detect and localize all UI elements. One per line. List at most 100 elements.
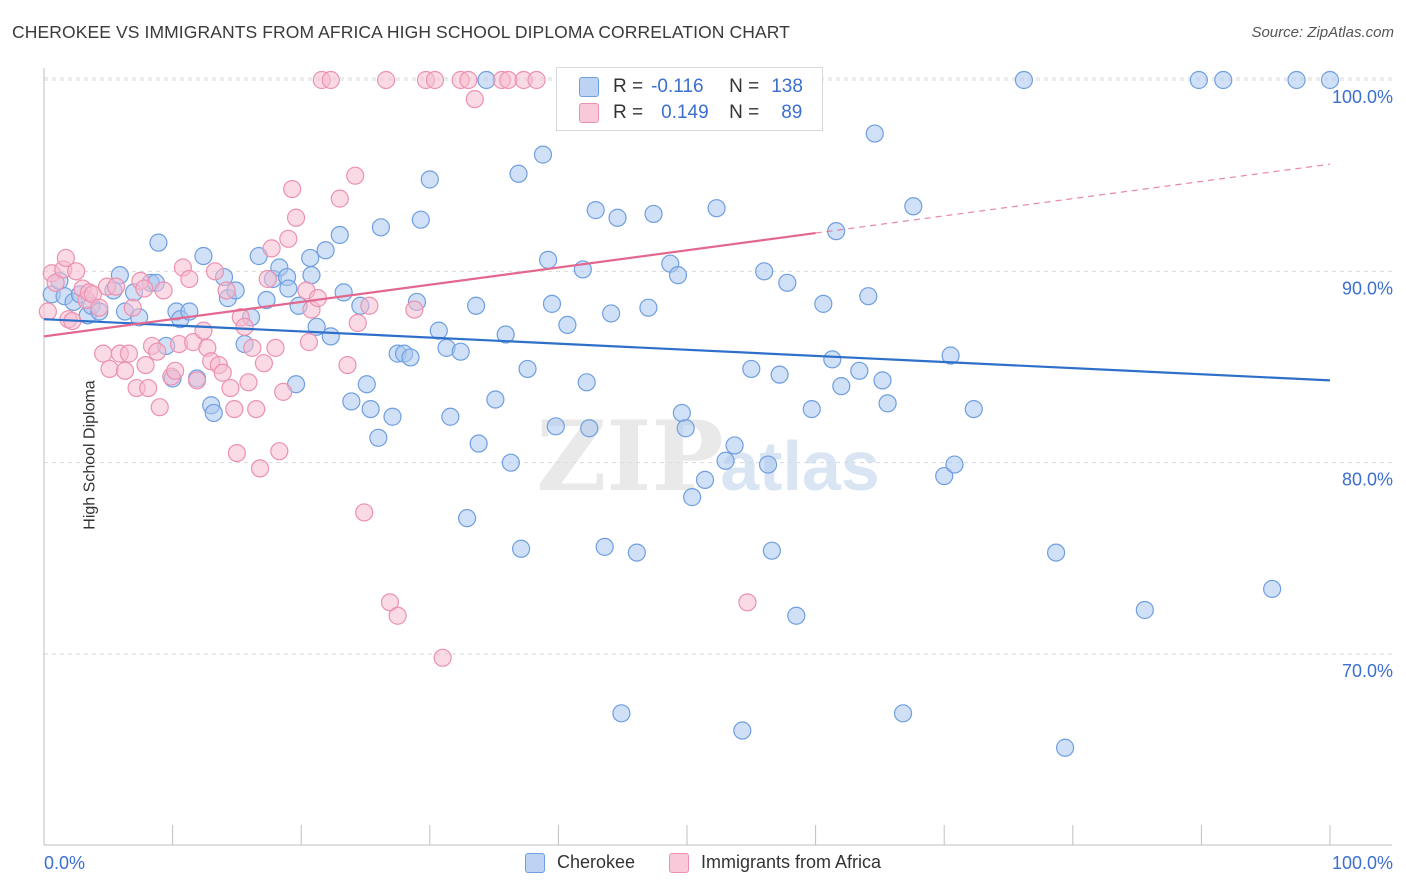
- africa-point: [90, 298, 109, 317]
- grid-lines: [44, 77, 1392, 655]
- africa-point: [330, 189, 349, 208]
- cherokee-point: [457, 509, 477, 528]
- x-tick-label: 0.0%: [44, 853, 85, 873]
- y-tick-label: 70.0%: [1342, 661, 1393, 681]
- legend-n-label: N =: [729, 76, 760, 97]
- africa-point: [321, 70, 340, 90]
- cherokee-point: [802, 399, 821, 419]
- cherokee-point: [441, 407, 460, 426]
- africa-point: [243, 338, 262, 357]
- africa-point: [150, 398, 169, 417]
- cherokee-point: [383, 407, 402, 426]
- cherokee-point: [371, 218, 391, 237]
- cherokee-point: [361, 399, 380, 419]
- africa-point: [499, 70, 518, 90]
- cherokee-point: [577, 373, 596, 392]
- cherokee-point: [512, 539, 531, 558]
- africa-point: [376, 70, 396, 90]
- chart-title: CHEROKEE VS IMMIGRANTS FROM AFRICA HIGH …: [12, 22, 790, 42]
- y-axis-label: High School Diploma: [81, 380, 99, 530]
- cherokee-point: [486, 390, 505, 409]
- africa-point: [266, 338, 285, 357]
- cherokee-point: [639, 298, 658, 317]
- cherokee-point: [357, 375, 376, 394]
- legend-swatch-pink: [669, 852, 689, 873]
- africa-point: [738, 593, 757, 612]
- cherokee-point: [301, 248, 320, 268]
- cherokee-point: [612, 704, 631, 723]
- x-tick-labels: 0.0% 100.0%: [44, 853, 1393, 873]
- cherokee-point: [334, 283, 353, 302]
- cherokee-point: [672, 403, 691, 423]
- africa-point: [154, 281, 173, 300]
- cherokee-point: [539, 250, 558, 269]
- cherokee-point: [518, 359, 537, 379]
- africa-point: [348, 313, 367, 333]
- cherokee-point: [451, 342, 470, 361]
- cherokee-point: [1214, 70, 1233, 90]
- cherokee-point: [1135, 600, 1154, 620]
- africa-point: [106, 277, 126, 296]
- legend-r-label: R =: [613, 102, 644, 123]
- cherokee-point: [1055, 738, 1075, 757]
- africa-point: [227, 444, 246, 463]
- cherokee-point: [411, 210, 430, 229]
- cherokee-point: [668, 266, 688, 285]
- africa-point: [194, 321, 213, 340]
- cherokee-point: [580, 419, 599, 438]
- source-label: Source: ZipAtlas.com: [1251, 24, 1394, 41]
- legend-label-africa: Immigrants from Africa: [701, 852, 882, 872]
- africa-point: [135, 279, 154, 298]
- africa-point: [299, 333, 319, 352]
- africa-point: [247, 399, 266, 419]
- watermark-atlas: atlas: [720, 427, 880, 505]
- cherokee-point: [469, 434, 488, 453]
- africa-point: [258, 269, 277, 289]
- cherokee-point: [1263, 579, 1282, 599]
- cherokee-point: [850, 361, 869, 380]
- series-legend: Cherokee Immigrants from Africa: [0, 852, 1406, 873]
- africa-point: [380, 593, 400, 612]
- africa-point: [279, 229, 298, 248]
- cherokee-point: [964, 399, 983, 419]
- cherokee-point: [279, 279, 298, 298]
- africa-point: [250, 459, 270, 478]
- africa-point: [360, 296, 379, 315]
- legend-n-label: N =: [729, 102, 760, 123]
- cherokee-point: [316, 241, 335, 260]
- legend-n-value: 89: [781, 102, 803, 123]
- africa-point: [270, 442, 289, 461]
- cherokee-point: [586, 201, 605, 220]
- axes: [43, 68, 1392, 846]
- cherokee-point: [342, 392, 361, 411]
- africa-point: [235, 317, 254, 336]
- cherokee-point: [945, 455, 964, 474]
- africa-point: [46, 273, 65, 292]
- legend-item-cherokee[interactable]: Cherokee: [524, 852, 635, 873]
- legend-swatch-pink: [579, 103, 599, 123]
- legend-swatch-blue: [524, 852, 545, 873]
- africa-point: [225, 399, 244, 419]
- africa-point: [254, 354, 274, 373]
- africa-trend-line: [43, 231, 816, 338]
- cherokee-point: [941, 346, 960, 365]
- africa-point: [425, 70, 445, 90]
- africa-point: [527, 70, 546, 90]
- cherokee-point: [149, 233, 168, 252]
- cherokee-point: [758, 455, 778, 474]
- y-tick-label: 100.0%: [1332, 87, 1393, 107]
- y-tick-label: 90.0%: [1342, 278, 1393, 298]
- cherokee-point: [935, 466, 954, 486]
- correlation-legend: R = -0.116 N = 138 R = 0.149 N = 89: [556, 67, 823, 131]
- y-tick-label: 80.0%: [1342, 470, 1393, 490]
- cherokee-point: [873, 371, 892, 390]
- cherokee-point: [814, 294, 833, 313]
- legend-row-cherokee: R = -0.116 N = 138: [579, 74, 803, 100]
- africa-point: [187, 371, 207, 390]
- cherokee-point: [533, 145, 553, 164]
- cherokee-point: [595, 537, 614, 556]
- legend-item-africa[interactable]: Immigrants from Africa: [669, 852, 881, 873]
- africa-point: [119, 344, 138, 363]
- legend-r-value: -0.116: [651, 76, 704, 97]
